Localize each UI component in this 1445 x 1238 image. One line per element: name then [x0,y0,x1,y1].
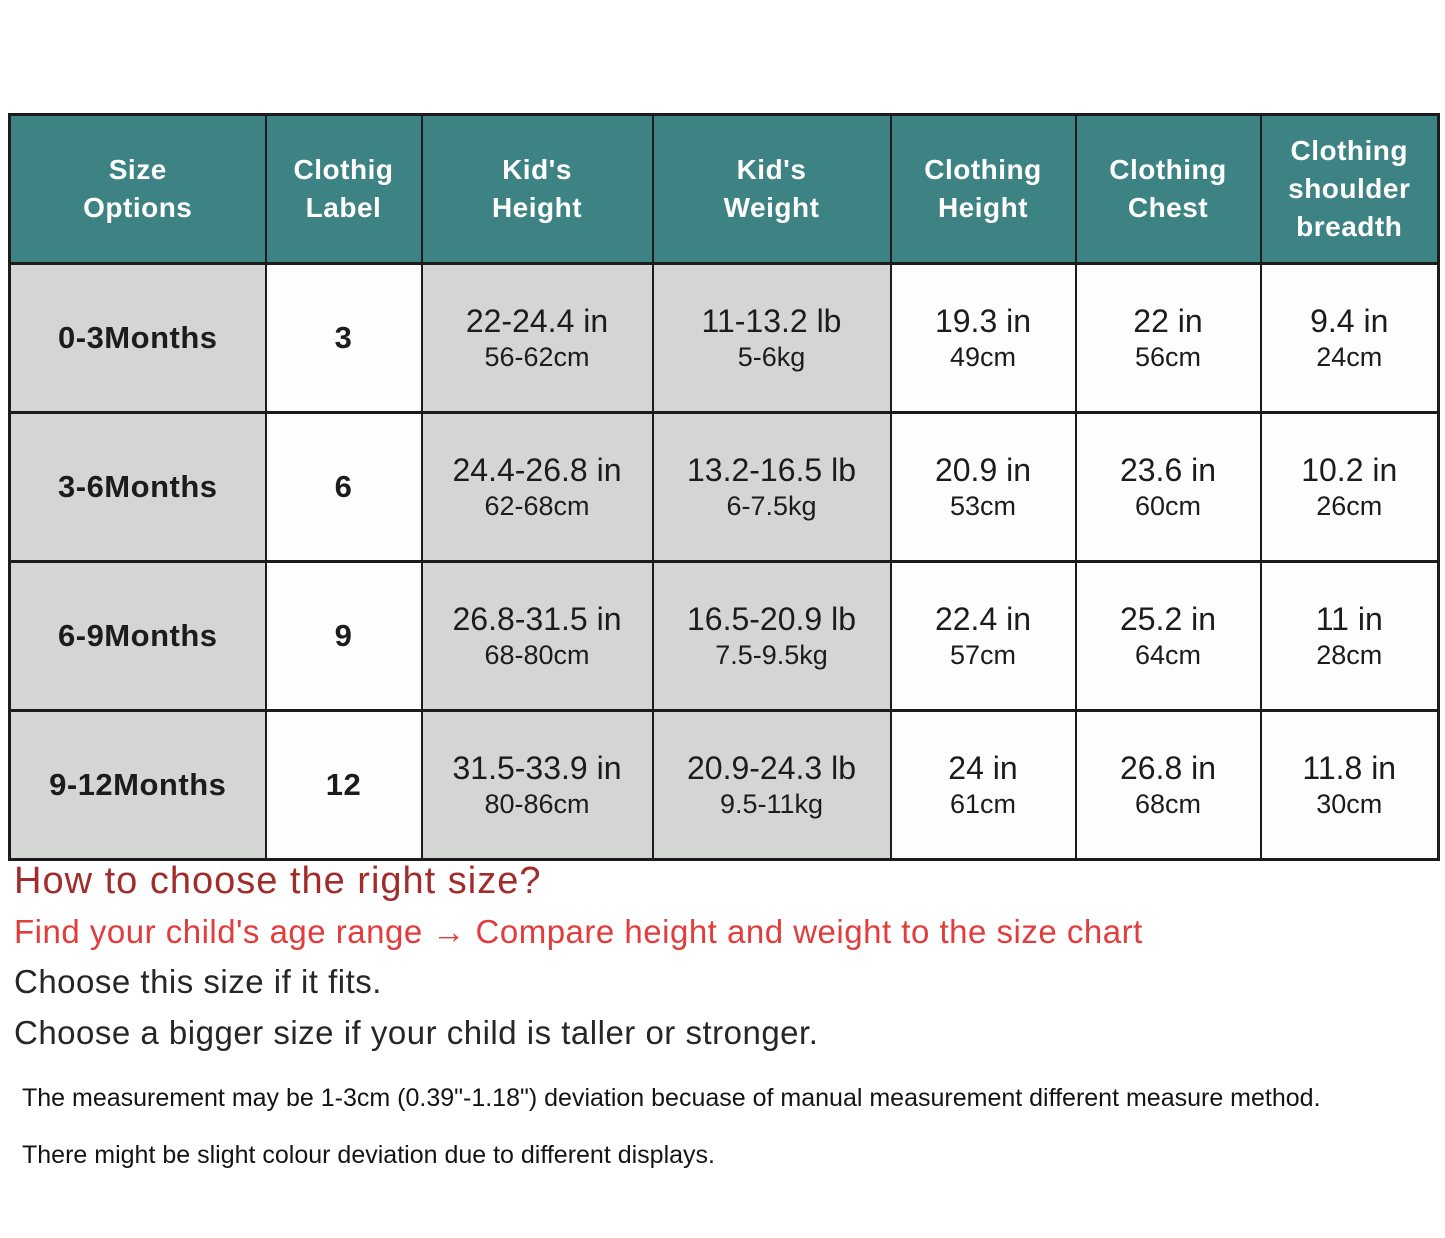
cell-clothing-label: 6 [264,411,423,563]
cell-clothing-height: 22.4 in 57cm [889,560,1077,712]
tip-bigger-size: Choose a bigger size if your child is ta… [14,1014,819,1051]
value-cm: 49cm [949,342,1017,373]
cell-shoulder-breadth: 11 in 28cm [1259,560,1440,712]
value-kg: 6-7.5kg [726,491,817,522]
cell-size-options: 3-6Months [8,411,267,563]
header-row: Size Options Clothig Label Kid's Height … [8,113,1440,265]
header-clothing-chest: Clothing Chest [1074,113,1262,265]
value-cm: 56cm [1134,342,1202,373]
value-inches: 22.4 in [934,601,1032,638]
instruction-line: Find your child's age range → Compare he… [14,913,1143,950]
cell-kids-weight: 20.9-24.3 lb 9.5-11kg [651,709,892,861]
cell-clothing-height: 24 in 61cm [889,709,1077,861]
value-inches: 22 in [1133,303,1203,340]
value-inches: 31.5-33.9 in [452,750,622,787]
value-inches: 26.8-31.5 in [452,601,622,638]
value-cm: 68-80cm [484,640,590,671]
value-lb: 20.9-24.3 lb [686,750,856,787]
header-size-options: Size Options [8,113,267,265]
cell-clothing-chest: 25.2 in 64cm [1074,560,1262,712]
value-cm: 30cm [1316,789,1383,820]
cell-clothing-chest: 26.8 in 68cm [1074,709,1262,861]
cell-clothing-chest: 22 in 56cm [1074,262,1262,414]
cell-kids-weight: 11-13.2 lb 5-6kg [651,262,892,414]
value-kg: 9.5-11kg [719,789,824,820]
cell-kids-height: 26.8-31.5 in 68-80cm [420,560,654,712]
cell-kids-height: 24.4-26.8 in 62-68cm [420,411,654,563]
cell-kids-weight: 13.2-16.5 lb 6-7.5kg [651,411,892,563]
value-cm: 60cm [1134,491,1202,522]
value-inches: 10.2 in [1301,452,1398,489]
value-inches: 9.4 in [1310,303,1389,340]
value-cm: 24cm [1316,342,1383,373]
cell-clothing-label: 3 [264,262,423,414]
value-lb: 16.5-20.9 lb [686,601,856,638]
value-lb: 11-13.2 lb [701,303,842,340]
value-inches: 11 in [1315,601,1383,638]
table-row: 0-3Months 3 22-24.4 in 56-62cm 11-13.2 l… [8,262,1440,414]
how-to-choose-heading: How to choose the right size? [14,860,542,902]
value-lb: 13.2-16.5 lb [686,452,856,489]
cell-size-options: 0-3Months [8,262,267,414]
value-inches: 24.4-26.8 in [452,452,622,489]
value-inches: 19.3 in [934,303,1032,340]
cell-clothing-height: 19.3 in 49cm [889,262,1077,414]
value-inches: 26.8 in [1119,750,1217,787]
value-cm: 26cm [1316,491,1383,522]
table-row: 3-6Months 6 24.4-26.8 in 62-68cm 13.2-16… [8,411,1440,563]
value-kg: 5-6kg [737,342,806,373]
cell-size-options: 6-9Months [8,560,267,712]
value-inches: 20.9 in [934,452,1032,489]
size-chart-table: Size Options Clothig Label Kid's Height … [8,113,1440,861]
header-clothing-label: Clothig Label [264,113,423,265]
table-row: 9-12Months 12 31.5-33.9 in 80-86cm 20.9-… [8,709,1440,861]
cell-clothing-label: 12 [264,709,423,861]
value-cm: 64cm [1134,640,1202,671]
table-row: 6-9Months 9 26.8-31.5 in 68-80cm 16.5-20… [8,560,1440,712]
cell-size-options: 9-12Months [8,709,267,861]
cell-clothing-chest: 23.6 in 60cm [1074,411,1262,563]
measurement-disclaimer: The measurement may be 1-3cm (0.39"-1.18… [22,1084,1321,1112]
cell-clothing-height: 20.9 in 53cm [889,411,1077,563]
sizing-notes: How to choose the right size? Find your … [14,860,1438,1170]
cell-kids-height: 31.5-33.9 in 80-86cm [420,709,654,861]
header-clothing-height: Clothing Height [889,113,1077,265]
header-shoulder-breadth: Clothing shoulder breadth [1259,113,1440,265]
header-kids-weight: Kid's Weight [651,113,892,265]
tip-fits: Choose this size if it fits. [14,963,382,1000]
header-kids-height: Kid's Height [420,113,654,265]
value-cm: 68cm [1134,789,1202,820]
value-cm: 80-86cm [484,789,590,820]
colour-disclaimer: There might be slight colour deviation d… [22,1141,715,1169]
cell-clothing-label: 9 [264,560,423,712]
cell-kids-weight: 16.5-20.9 lb 7.5-9.5kg [651,560,892,712]
value-cm: 56-62cm [484,342,590,373]
cell-shoulder-breadth: 10.2 in 26cm [1259,411,1440,563]
value-cm: 57cm [949,640,1017,671]
value-cm: 61cm [949,789,1017,820]
value-kg: 7.5-9.5kg [715,640,828,671]
value-inches: 23.6 in [1119,452,1217,489]
value-inches: 22-24.4 in [465,303,609,340]
value-cm: 53cm [949,491,1017,522]
cell-kids-height: 22-24.4 in 56-62cm [420,262,654,414]
value-inches: 24 in [948,750,1018,787]
cell-shoulder-breadth: 9.4 in 24cm [1259,262,1440,414]
value-cm: 28cm [1316,640,1383,671]
value-cm: 62-68cm [484,491,590,522]
value-inches: 11.8 in [1302,750,1397,787]
cell-shoulder-breadth: 11.8 in 30cm [1259,709,1440,861]
value-inches: 25.2 in [1119,601,1217,638]
